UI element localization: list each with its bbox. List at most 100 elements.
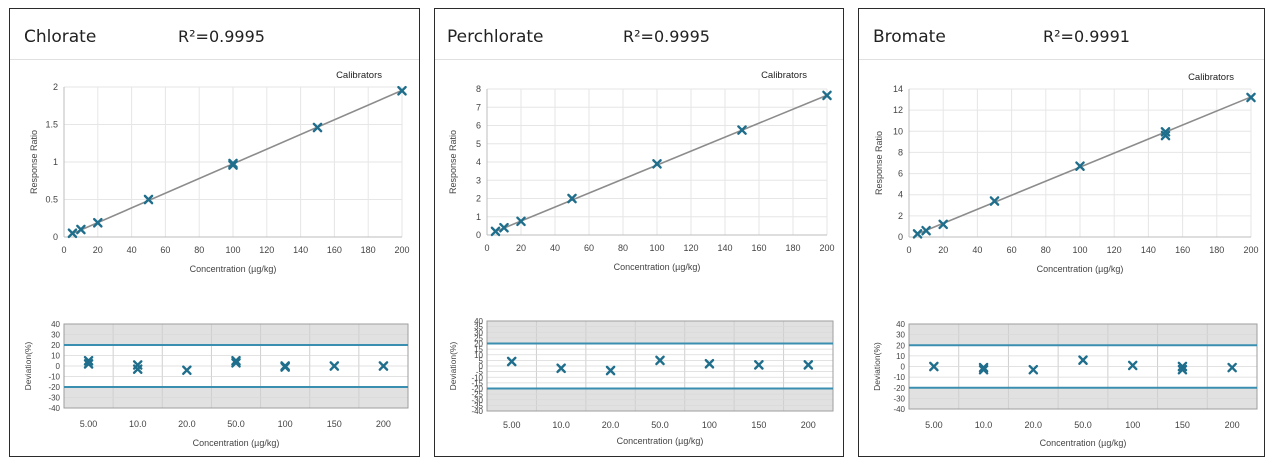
deviation-point (605, 365, 616, 376)
y-tick-label: 5 (476, 139, 481, 149)
dev-y-tick-label: 40 (896, 320, 905, 329)
calibrator-point (567, 193, 577, 204)
calibrator-point (312, 122, 323, 133)
dev-y-tick-label: -5 (476, 368, 484, 377)
calibrator-point (737, 125, 747, 135)
title-divider (435, 59, 843, 60)
x-tick-label: 80 (618, 243, 628, 253)
calibrator-point (652, 159, 662, 169)
x-tick-label: 60 (160, 245, 170, 255)
dev-x-axis-label: Concentration (µg/kg) (193, 438, 280, 448)
x-tick-label: 20 (516, 243, 526, 253)
r-squared: R²=0.9995 (178, 27, 265, 46)
dev-frame (486, 320, 834, 412)
deviation-point (280, 362, 290, 372)
dev-y-tick-label: 20 (896, 341, 905, 350)
dev-y-axis-label: Deviation(%) (872, 342, 882, 391)
calibrator-point (921, 225, 931, 236)
calibrator-point (1246, 92, 1256, 103)
deviation-point (378, 361, 389, 371)
y-tick-label: 1 (53, 157, 58, 167)
y-tick-label: 6 (898, 169, 903, 179)
dev-frame (63, 323, 409, 409)
calibrator-point (1075, 161, 1085, 171)
dev-y-tick-label: -30 (471, 396, 483, 405)
y-tick-label: 2 (476, 194, 481, 204)
x-tick-label: 100 (649, 243, 664, 253)
dev-y-tick-label: -40 (893, 405, 905, 414)
y-tick-label: 14 (893, 84, 903, 94)
x-tick-label: 0 (484, 243, 489, 253)
y-tick-label: 8 (476, 84, 481, 94)
dev-y-tick-label: -15 (471, 379, 483, 388)
deviation-point (182, 365, 192, 375)
dev-y-tick-label: -20 (893, 384, 905, 393)
dev-category-label: 200 (1225, 420, 1240, 430)
deviation-point (1177, 364, 1188, 375)
dev-y-tick-label: -10 (471, 373, 483, 382)
panel-title: Perchlorate (447, 27, 544, 47)
y-tick-label: 8 (898, 147, 903, 157)
x-tick-label: 180 (785, 243, 800, 253)
x-tick-label: 80 (194, 245, 204, 255)
x-tick-label: 20 (938, 245, 948, 255)
x-tick-label: 200 (1243, 245, 1258, 255)
dev-category-label: 20.0 (1025, 420, 1043, 430)
dev-y-tick-label: 10 (474, 351, 483, 360)
dev-y-axis-label: Deviation(%) (448, 342, 458, 391)
x-tick-label: 0 (906, 245, 911, 255)
calibrator-point (938, 219, 949, 230)
dev-y-tick-label: 0 (479, 362, 484, 371)
dev-y-tick-label: -10 (893, 373, 905, 382)
title-divider (10, 59, 419, 60)
y-tick-label: 4 (898, 190, 903, 200)
dev-y-tick-label: 30 (51, 331, 60, 340)
dev-category-label: 150 (751, 420, 766, 430)
calibrator-point (143, 194, 154, 205)
r-squared: R²=0.9991 (1043, 27, 1130, 46)
dev-y-axis-label: Deviation(%) (23, 342, 33, 391)
dev-category-label: 10.0 (975, 420, 993, 430)
deviation-point (1127, 360, 1138, 371)
dev-y-tick-label: 25 (474, 334, 483, 343)
dev-y-tick-label: 0 (901, 363, 906, 372)
x-tick-label: 180 (361, 245, 376, 255)
panel-title: Bromate (873, 27, 946, 47)
x-tick-label: 100 (225, 245, 240, 255)
bromate-chart: 0 20 40 60 80 100 120 140 160 180 20002468101214Ca… (872, 72, 1259, 448)
dev-category-label: 50.0 (651, 420, 669, 430)
calibrator-point (989, 196, 1000, 206)
dev-y-tick-label: -30 (893, 394, 905, 403)
dev-category-label: 200 (376, 419, 391, 429)
y-axis-label: Response Ratio (448, 130, 458, 194)
dev-y-tick-label: 15 (474, 345, 483, 354)
dev-y-tick-label: 40 (51, 320, 60, 329)
deviation-point (1028, 364, 1039, 375)
x-tick-label: 120 (683, 243, 698, 253)
x-tick-label: 60 (584, 243, 594, 253)
y-tick-label: 1 (476, 212, 481, 222)
perchlorate-panel: Perchlorate R²=0.9995 0 20 40 60 80 100 120 140… (434, 8, 844, 457)
dev-category-label: 100 (278, 419, 293, 429)
r-squared: R²=0.9995 (623, 27, 710, 46)
calibrator-point (912, 229, 923, 239)
calibrator-point (490, 226, 501, 237)
dev-y-tick-label: -20 (48, 383, 60, 392)
x-tick-label: 40 (127, 245, 137, 255)
dev-category-label: 50.0 (227, 419, 245, 429)
x-tick-label: 100 (1072, 245, 1087, 255)
deviation-point (803, 360, 814, 370)
y-tick-label: 3 (476, 175, 481, 185)
y-axis-label: Response Ratio (874, 131, 884, 195)
title-divider (859, 59, 1264, 60)
calibrator-point (822, 90, 832, 101)
chlorate-chart: 0 20 40 60 80 100 120 140 160 180 20000.511.52Cali… (23, 70, 410, 448)
deviation-point (83, 359, 94, 369)
dev-category-label: 20.0 (178, 419, 196, 429)
deviation-point (329, 361, 340, 371)
deviation-point (1227, 362, 1237, 373)
y-tick-label: 12 (893, 105, 903, 115)
regression-line (495, 94, 828, 233)
perchlorate-chart: 0 20 40 60 80 100 120 140 160 180 200012345678Cali… (448, 70, 835, 446)
dev-y-tick-label: 30 (896, 331, 905, 340)
